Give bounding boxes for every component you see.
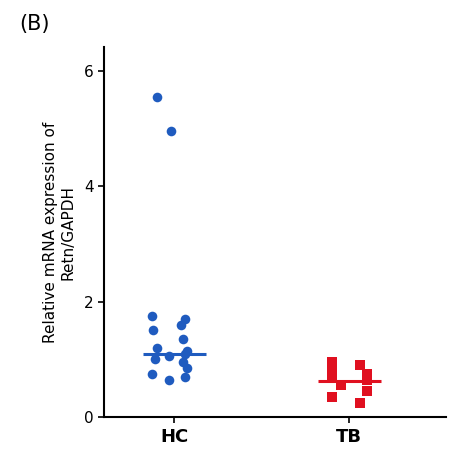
Point: [356, 361, 364, 369]
Point: [179, 358, 187, 366]
Point: [181, 373, 189, 381]
Point: [363, 376, 371, 383]
Point: [363, 387, 371, 395]
Point: [165, 376, 173, 383]
Point: [328, 393, 336, 401]
Point: [177, 321, 185, 328]
Point: [153, 344, 161, 352]
Point: [183, 364, 191, 372]
Point: [328, 364, 336, 372]
Point: [167, 128, 174, 135]
Point: [179, 335, 187, 343]
Point: [181, 350, 189, 357]
Point: [149, 327, 157, 334]
Point: [337, 382, 344, 389]
Point: [148, 370, 155, 378]
Point: [328, 358, 336, 366]
Point: [165, 353, 173, 360]
Point: [148, 312, 155, 320]
Point: [151, 356, 159, 363]
Point: [153, 93, 161, 100]
Point: [328, 373, 336, 381]
Point: [183, 347, 191, 355]
Point: [356, 399, 364, 407]
Y-axis label: Relative mRNA expression of
Retn/GAPDH: Relative mRNA expression of Retn/GAPDH: [44, 122, 76, 343]
Text: (B): (B): [19, 14, 49, 34]
Point: [363, 370, 371, 378]
Point: [181, 315, 189, 323]
